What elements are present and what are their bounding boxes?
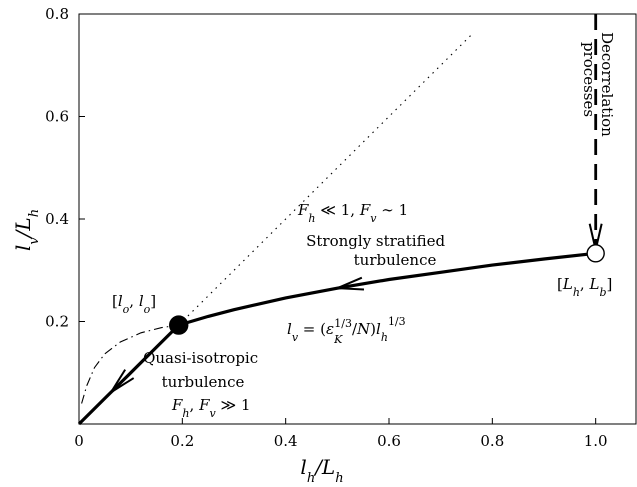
x-tick-label: 0.2	[170, 432, 194, 450]
strat-regime-label: Fh ≪ 1, Fv ∼ 1	[297, 201, 408, 225]
iso-title-label: Quasi-isotropic turbulence	[143, 349, 263, 391]
arrow-iso	[110, 369, 135, 394]
x-tick-label: 0.4	[274, 432, 298, 450]
iso-regime-label: Fh, Fv ≫ 1	[171, 396, 251, 420]
marker-lh	[586, 244, 605, 263]
strat-title-label: Strongly stratified turbulence	[306, 232, 450, 269]
axis-tick-labels: 0 0.2 0.4 0.6 0.8 1.0 0.2 0.4 0.6 0.8	[45, 5, 607, 450]
y-axis-label: lv/Lh	[11, 209, 42, 251]
arrow-strat	[336, 276, 365, 291]
y-tick-label: 0.8	[45, 5, 69, 23]
series-line-1-solid-thick	[178, 251, 596, 327]
y-tick-label: 0.6	[45, 108, 69, 126]
marker-label-lh: [Lh, Lb]	[557, 275, 612, 299]
decorrelation-label: Decorrelation processes	[580, 32, 616, 142]
series-line-3-dash-dot	[81, 324, 179, 404]
x-tick-label: 0.6	[377, 432, 401, 450]
x-tick-label: 1.0	[584, 432, 608, 450]
scaling-law-label: lv = (εK1/3/N)lh1/3	[287, 315, 406, 346]
y-tick-label: 0.2	[45, 313, 69, 331]
point-markers	[169, 244, 605, 335]
y-tick-label: 0.4	[45, 210, 69, 228]
x-tick-label: 0.8	[480, 432, 504, 450]
series-line-0-solid-thick	[77, 323, 180, 426]
series-layer	[77, 14, 598, 426]
x-axis-label: lh/Lh	[300, 455, 343, 486]
marker-label-lo: [lo, lo]	[112, 292, 156, 316]
x-tick-label: 0	[74, 432, 84, 450]
marker-lo	[169, 315, 189, 335]
